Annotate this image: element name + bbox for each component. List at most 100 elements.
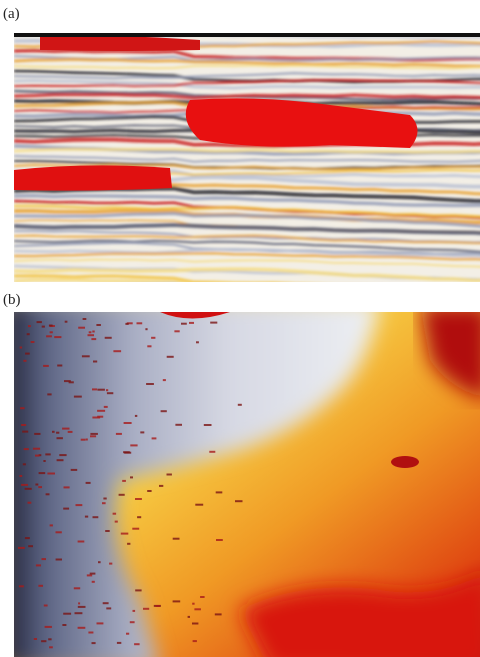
speckle-dot: [119, 494, 125, 496]
speckle-dot: [175, 424, 182, 426]
speckle-dot: [68, 431, 73, 433]
speckle-dot: [27, 333, 30, 335]
speckle-dot: [81, 439, 86, 441]
attribute-map: [0, 300, 480, 657]
speckle-dot: [152, 437, 157, 439]
speckle-dot: [52, 431, 55, 433]
speckle-dot: [92, 331, 94, 333]
speckle-dot: [75, 612, 83, 614]
speckle-dot: [105, 337, 112, 339]
speckle-dot: [137, 516, 141, 518]
speckle-dot: [47, 393, 51, 395]
speckle-dot: [49, 325, 53, 327]
speckle-dot: [46, 493, 50, 495]
speckle-dot: [37, 321, 42, 323]
speckle-dot: [28, 545, 33, 547]
speckle-dot: [115, 521, 118, 523]
speckle-dot: [19, 585, 24, 587]
speckle-dot: [147, 490, 151, 492]
speckle-dot: [116, 433, 122, 435]
speckle-dot: [83, 318, 87, 320]
speckle-dot: [125, 323, 128, 325]
speckle-dot: [200, 596, 205, 598]
speckle-dot: [163, 379, 166, 381]
speckle-dot: [159, 485, 163, 487]
speckle-dot: [86, 482, 91, 484]
speckle-dot: [20, 407, 25, 409]
speckle-dot: [210, 322, 217, 324]
speckle-dot: [102, 502, 106, 504]
speckle-dot: [69, 381, 74, 383]
speckle-dot: [20, 475, 23, 477]
speckle-dot: [103, 498, 106, 500]
speckle-dot: [132, 528, 139, 530]
speckle-dot: [161, 410, 167, 412]
speckle-dot: [89, 331, 92, 333]
speckle-dot: [21, 424, 26, 426]
speckle-dot: [43, 365, 49, 367]
speckle-dot: [46, 335, 52, 337]
speckle-dot: [130, 444, 137, 446]
speckle-dot: [28, 325, 31, 327]
speckle-dot: [181, 323, 187, 325]
speckle-dot: [135, 589, 141, 591]
speckle-dot: [92, 388, 97, 390]
speckle-dot: [42, 558, 47, 560]
speckle-dot: [135, 498, 142, 500]
speckle-dot: [57, 365, 62, 367]
seismic-section: [14, 33, 480, 293]
speckle-dot: [56, 531, 62, 533]
speckle-dot: [88, 334, 95, 336]
speckle-dot: [38, 585, 43, 587]
speckle-dot: [22, 431, 28, 433]
speckle-dot: [25, 353, 30, 355]
speckle-dot: [193, 640, 197, 642]
speckle-dot: [90, 435, 96, 437]
speckle-dot: [82, 355, 90, 357]
speckle-dot: [192, 623, 198, 625]
speckle-dot: [106, 607, 111, 609]
speckle-dot: [45, 626, 52, 628]
speckle-dot: [124, 422, 132, 424]
speckle-dot: [133, 610, 136, 612]
speckle-dot: [130, 476, 133, 478]
speckle-dot: [78, 602, 80, 604]
speckle-dot: [192, 603, 194, 605]
speckle-dot: [63, 508, 69, 510]
speckle-dot: [92, 581, 95, 583]
speckle-dot: [122, 480, 126, 482]
speckle-dot: [47, 473, 55, 475]
speckle-dot: [44, 605, 48, 607]
speckle-dot: [93, 516, 99, 518]
speckle-dot: [91, 338, 96, 340]
speckle-dot: [74, 587, 80, 589]
speckle-dot: [23, 463, 26, 465]
panel-label: (b): [3, 292, 21, 308]
speckle-dot: [57, 459, 64, 461]
reflector: [14, 284, 480, 290]
speckle-dot: [97, 622, 104, 624]
speckle-dot: [92, 642, 96, 644]
speckle-dot: [50, 524, 53, 526]
speckle-dot: [56, 432, 59, 434]
speckle-dot: [35, 455, 40, 457]
speckle-dot: [113, 513, 117, 515]
speckle-dot: [195, 504, 203, 506]
speckle-dot: [28, 502, 32, 504]
speckle-dot: [36, 564, 41, 566]
speckle-dot: [54, 336, 61, 338]
speckle-dot: [124, 452, 131, 454]
speckle-dot: [41, 640, 46, 642]
speckle-dot: [167, 474, 172, 476]
speckle-dot: [85, 516, 88, 518]
speckle-dot: [25, 488, 32, 490]
speckle-dot: [127, 543, 130, 545]
speckle-dot: [105, 530, 110, 532]
speckle-dot: [173, 600, 181, 602]
page: (a) (b) (() => { const data = JSON.parse…: [0, 0, 480, 657]
speckle-dot: [78, 541, 85, 543]
speckle-dot: [63, 613, 71, 615]
speckle-dot: [78, 606, 86, 608]
red-blob: [391, 456, 419, 468]
speckle-dot: [103, 602, 109, 604]
